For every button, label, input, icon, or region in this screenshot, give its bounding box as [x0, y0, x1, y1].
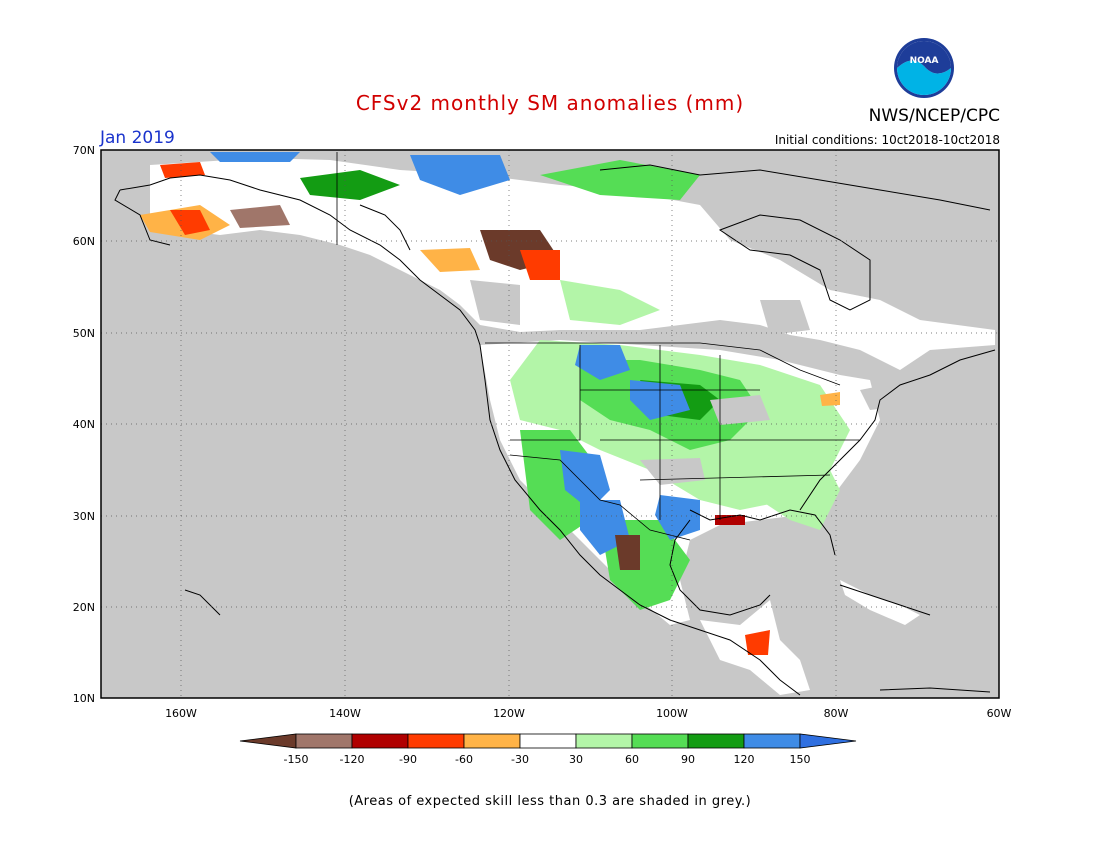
colorbar-swatch	[575, 733, 633, 749]
colorbar-tick-label: 120	[734, 753, 755, 766]
lon-label: 140W	[329, 707, 361, 720]
lon-label: 60W	[987, 707, 1012, 720]
noaa-logo-text: NOAA	[910, 56, 939, 66]
lat-label: 60N	[73, 235, 95, 248]
colorbar-tick-label: -60	[455, 753, 473, 766]
lon-label: 80W	[824, 707, 849, 720]
colorbar-tick-label: 150	[790, 753, 811, 766]
colorbar-swatch	[687, 733, 745, 749]
colorbar-right-arrow	[799, 733, 857, 749]
colorbar-swatch	[295, 733, 353, 749]
colorbar-tick-label: -120	[340, 753, 365, 766]
grey-low-skill-patches	[470, 250, 915, 485]
lat-label: 40N	[73, 418, 95, 431]
initial-conditions-label: Initial conditions: 10ct2018-10ct2018	[775, 133, 1000, 147]
colorbar-tick-label: -150	[284, 753, 309, 766]
lat-label: 50N	[73, 327, 95, 340]
political-boundaries	[336, 152, 860, 541]
colorbar: -150 -120 -90 -60 -30 30 60 90 120 150	[239, 733, 857, 766]
lon-label: 160W	[165, 707, 197, 720]
colorbar-swatch	[407, 733, 465, 749]
colorbar-tick-label: 60	[625, 753, 639, 766]
map-frame	[100, 149, 1000, 699]
footnote: (Areas of expected skill less than 0.3 a…	[349, 794, 752, 809]
colorbar-tick-label: 30	[569, 753, 583, 766]
colorbar-swatch	[631, 733, 689, 749]
colorbar-tick-label: -30	[511, 753, 529, 766]
coastlines	[114, 164, 996, 696]
lon-axis: 160W 140W 120W 100W 80W 60W	[165, 707, 1011, 720]
lon-label: 120W	[493, 707, 525, 720]
colorbar-tick-label: -90	[399, 753, 417, 766]
month-label: Jan 2019	[99, 128, 175, 148]
map-area	[101, 150, 999, 698]
negative-anomaly-areas	[140, 162, 840, 655]
colorbar-swatch	[351, 733, 409, 749]
colorbar-swatch	[463, 733, 521, 749]
map-title: CFSv2 monthly SM anomalies (mm)	[356, 91, 744, 115]
lat-label: 30N	[73, 510, 95, 523]
lat-label: 10N	[73, 692, 95, 705]
colorbar-left-arrow	[239, 733, 297, 749]
lat-label: 70N	[73, 144, 95, 157]
lat-axis: 70N 60N 50N 40N 30N 20N 10N	[73, 144, 95, 705]
lat-label: 20N	[73, 601, 95, 614]
org-label: NWS/NCEP/CPC	[869, 106, 1000, 126]
lon-label: 100W	[656, 707, 688, 720]
colorbar-swatch	[519, 733, 577, 749]
colorbar-swatch	[743, 733, 801, 749]
colorbar-tick-label: 90	[681, 753, 695, 766]
noaa-logo: NOAA	[894, 38, 954, 98]
